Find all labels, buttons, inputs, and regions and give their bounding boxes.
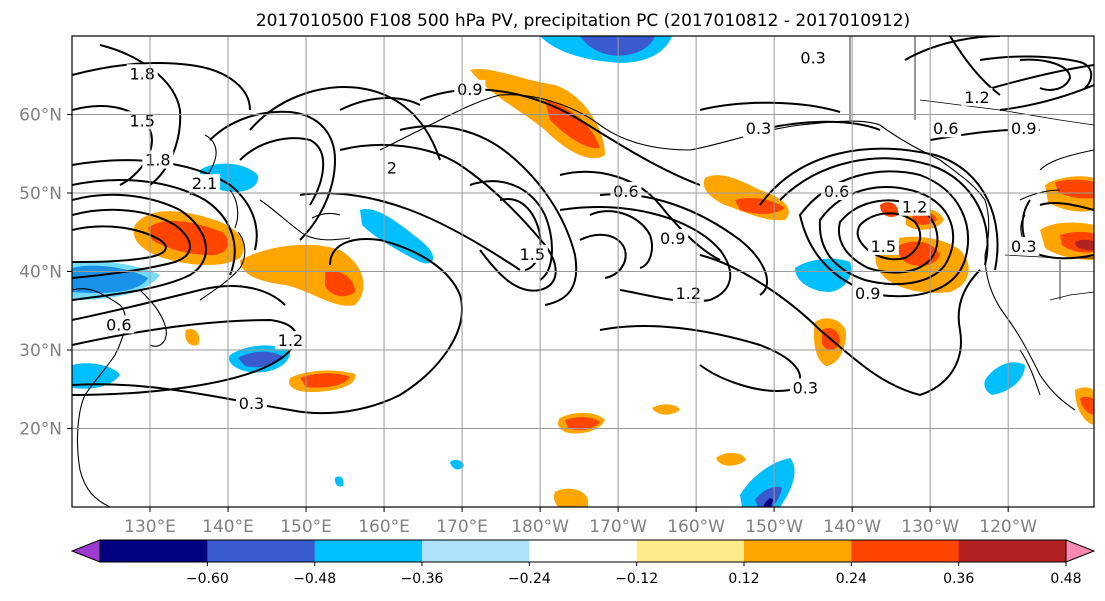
map-panel: 1.8 1.5 1.8 2.1 2 0.9 1.5 0.6 0.9 1.2 0.3 0.6 1.2 1.5…	[72, 36, 1094, 507]
contour-label: 0.9	[457, 80, 482, 99]
colorbar-tick-label: −0.36	[401, 571, 444, 587]
contour-label: 0.9	[660, 229, 685, 248]
figure-title: 2017010500 F108 500 hPa PV, precipitatio…	[256, 11, 910, 31]
colorbar-segment	[744, 540, 852, 562]
colorbar-segment	[851, 540, 960, 562]
lat-tick-label: 30°N	[19, 341, 62, 361]
contour-label: 0.9	[855, 284, 880, 303]
contour-label-bg	[821, 182, 853, 200]
latitude-ticks: 20°N 30°N 40°N 50°N 60°N	[19, 106, 72, 440]
colorbar-extend-high	[1065, 539, 1096, 563]
colorbar-segment	[207, 540, 316, 562]
lon-tick-label: 150°W	[745, 517, 803, 537]
lat-tick-label: 50°N	[19, 184, 62, 204]
colorbar-segment	[958, 540, 1067, 562]
contour-label-bg	[657, 229, 689, 248]
colorbar-segment	[529, 540, 638, 562]
contour-label: 0.6	[824, 182, 849, 201]
lon-tick-label: 160°E	[358, 517, 410, 537]
contour-label-bg	[899, 197, 931, 216]
contour-label: 2	[387, 158, 397, 177]
contour-label-bg	[1008, 236, 1040, 255]
contour-label: 1.8	[145, 151, 170, 170]
contour-label: 1.5	[520, 245, 545, 264]
lon-tick-label: 130°E	[124, 517, 176, 537]
lon-tick-label: 150°E	[280, 517, 332, 537]
lon-tick-label: 130°W	[901, 517, 959, 537]
contour-label: 0.6	[106, 315, 131, 334]
contour-label: 0.3	[239, 394, 264, 413]
colorbar-segment	[422, 540, 530, 562]
contour-label: 0.3	[1011, 237, 1036, 256]
colorbar-tick-label: 0.48	[1050, 571, 1081, 587]
colorbar-tick-label: −0.24	[508, 571, 551, 587]
contour-label: 1.5	[871, 237, 896, 256]
lat-tick-label: 20°N	[19, 420, 62, 440]
lon-tick-label: 170°E	[436, 517, 488, 537]
contour-label: 2.1	[192, 174, 217, 193]
contour-label-bg	[235, 393, 267, 412]
contour-label-bg	[1008, 119, 1040, 138]
contour-label: 0.6	[933, 119, 958, 138]
lat-tick-label: 40°N	[19, 263, 62, 283]
contour-label-bg	[189, 174, 221, 193]
colorbar-tick-label: 0.36	[943, 571, 974, 587]
contour-label: 0.6	[613, 182, 638, 201]
contour-label-bg	[961, 87, 993, 106]
contour-label-bg	[789, 378, 821, 397]
colorbar-outline	[99, 539, 1067, 563]
colorbar-segment	[100, 540, 208, 562]
lat-tick-label: 60°N	[19, 106, 62, 126]
colorbar-tick-label: −0.60	[186, 571, 229, 587]
longitude-ticks: 130°E 140°E 150°E 160°E 170°E 180°W 170°W 160°W…	[124, 507, 1037, 537]
contour-label-bg	[930, 119, 962, 138]
contour-label-bg	[867, 236, 899, 255]
colorbar-tick-label: −0.48	[293, 571, 336, 587]
colorbar-extend-low	[70, 539, 101, 563]
contour-label: 1.8	[129, 64, 154, 83]
colorbar: −0.60 −0.48 −0.36 −0.24 −0.12 0.12 0.24 0.36 0.4…	[70, 539, 1096, 587]
contour-label-bg	[852, 284, 884, 303]
contour-label-bg	[385, 158, 399, 177]
contour-label-bg	[797, 48, 829, 67]
colorbar-segment	[314, 540, 423, 562]
colorbar-segment	[636, 540, 745, 562]
lon-tick-label: 180°W	[511, 517, 569, 537]
contour-label-bg	[274, 331, 306, 350]
contour-label-bg	[103, 315, 135, 334]
contour-label: 0.3	[746, 119, 771, 138]
colorbar-tick-label: 0.12	[728, 571, 759, 587]
lon-tick-label: 120°W	[979, 517, 1037, 537]
colorbar-tick-label: −0.12	[615, 571, 658, 587]
graticule	[72, 36, 1094, 507]
contour-label: 1.2	[278, 331, 303, 350]
contour-label: 0.3	[800, 49, 825, 68]
contour-label: 1.2	[902, 198, 927, 217]
contour-label: 1.5	[129, 111, 154, 130]
contour-label-bg	[743, 119, 775, 138]
colorbar-tick-label: 0.24	[836, 571, 867, 587]
contour-label: 0.3	[793, 378, 818, 397]
contour-label: 1.2	[964, 88, 989, 107]
contour-label: 1.2	[676, 284, 701, 303]
lon-tick-label: 140°W	[823, 517, 881, 537]
lon-tick-label: 170°W	[589, 517, 647, 537]
contour-label: 0.9	[1011, 119, 1036, 138]
lon-tick-label: 160°W	[667, 517, 725, 537]
lon-tick-label: 140°E	[202, 517, 254, 537]
